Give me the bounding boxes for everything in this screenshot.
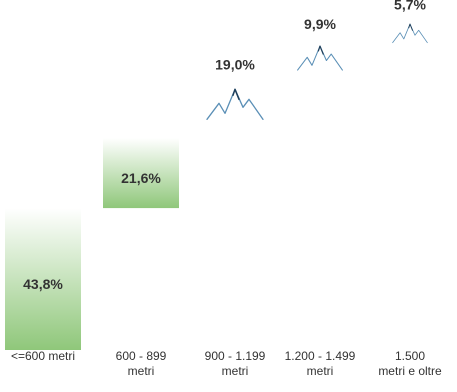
- x-tick-label-line: metri e oltre: [378, 364, 442, 378]
- data-label: 21,6%: [121, 170, 161, 186]
- data-label: 9,9%: [304, 16, 336, 32]
- x-tick-label: 600 - 899 metri: [116, 349, 167, 378]
- x-tick-label-line: <=600 metri: [11, 349, 75, 363]
- mountain-peak: [317, 45, 324, 55]
- bar: [103, 138, 179, 209]
- data-label: 5,7%: [394, 0, 426, 12]
- x-tick-label-line: metri: [307, 364, 334, 378]
- mountain-peak: [408, 23, 413, 31]
- x-tick-label-line: metri: [222, 364, 249, 378]
- x-tick-label-line: metri: [128, 364, 155, 378]
- data-label: 19,0%: [215, 56, 255, 72]
- x-tick-label-line: 600 - 899: [116, 349, 167, 363]
- x-tick-label: 1.200 - 1.499 metri: [285, 349, 356, 378]
- mountain-outline: [297, 45, 343, 71]
- mountain-outline: [392, 23, 428, 44]
- x-tick-label: <=600 metri: [11, 349, 75, 363]
- x-tick-label: 900 - 1.199 metri: [205, 349, 266, 378]
- mountain-icon: [392, 23, 428, 44]
- mountain-icon: [206, 88, 264, 120]
- mountain-peak: [232, 88, 240, 101]
- mountain-outline: [206, 88, 264, 120]
- bar: [5, 208, 81, 350]
- x-tick-label-line: 900 - 1.199: [205, 349, 266, 363]
- mountain-icon: [297, 45, 343, 71]
- x-tick-label: 1.500 metri e oltre: [378, 349, 442, 378]
- x-tick-label-line: 1.500: [395, 349, 425, 363]
- x-tick-label-line: 1.200 - 1.499: [285, 349, 356, 363]
- data-label: 43,8%: [23, 276, 63, 292]
